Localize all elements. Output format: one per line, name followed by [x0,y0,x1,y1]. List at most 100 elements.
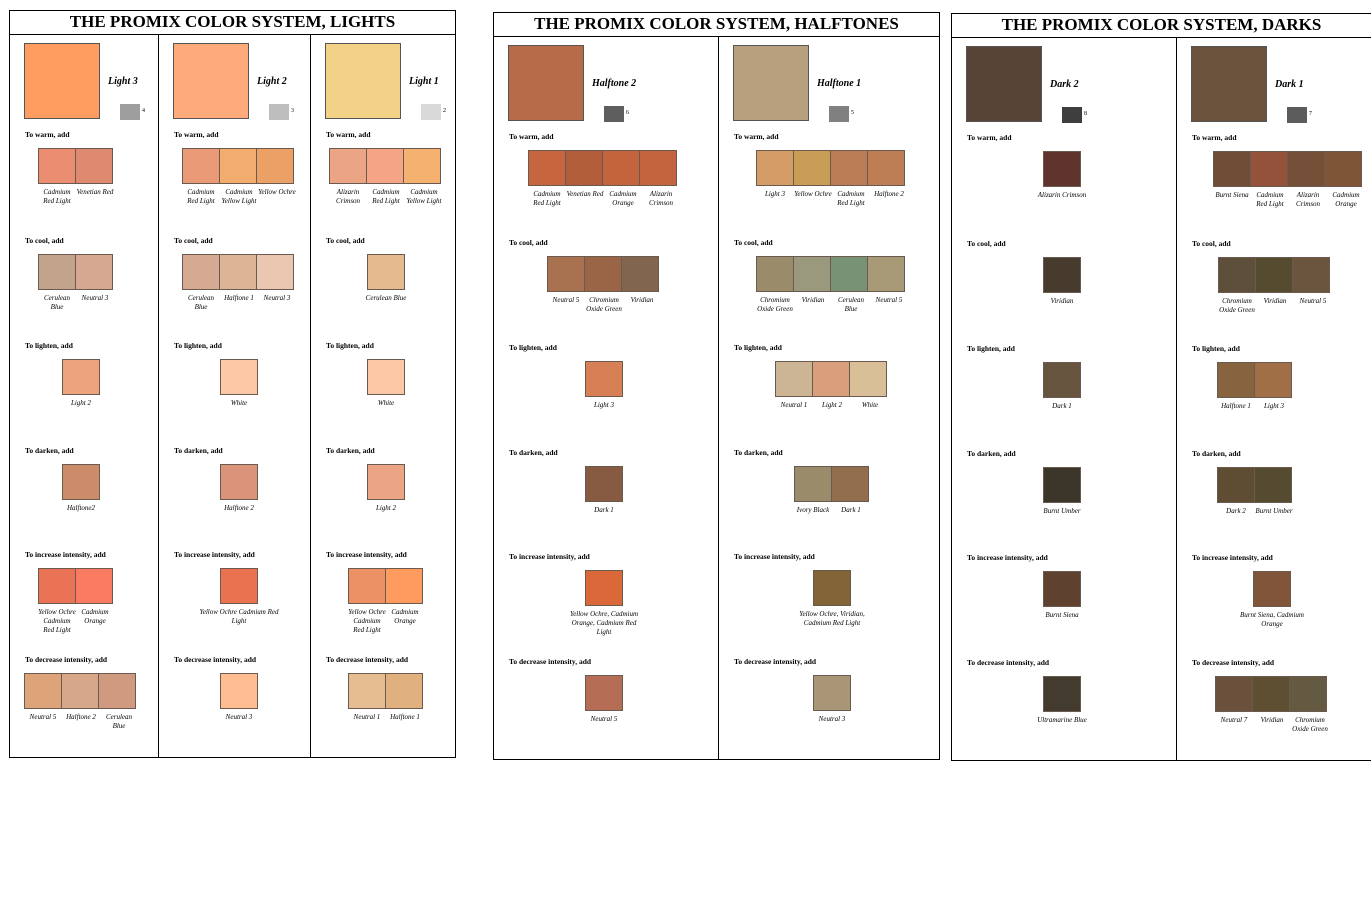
value-swatch [120,104,140,120]
color-chip [386,673,423,709]
caption-row: Halftone 1 Light 3 [1217,402,1293,411]
value-number: 7 [1309,111,1312,117]
section-label: To decrease intensity, add [326,655,409,664]
color-chip [1217,362,1255,398]
swatch-row [585,361,623,397]
color-chip [585,256,622,292]
value-number: 2 [443,108,446,114]
color-chip [257,148,294,184]
chip-caption: Halftone 2 [224,504,254,512]
swatch-row [528,150,677,186]
color-chip [182,148,220,184]
base-swatch [1191,46,1267,122]
chip-caption: Dark 2 [1226,507,1246,515]
chip-caption: Neutral 5 [29,713,57,721]
chip-caption: Neutral 3 [81,294,109,302]
chip-caption: Cadmium Red Light [837,190,865,207]
swatch-row [367,359,405,395]
chip-caption: Viridian [1260,716,1284,724]
base-color-name: Halftone 1 [817,78,862,89]
section-label: To increase intensity, add [967,553,1048,562]
swatch-row [813,570,851,606]
color-column: Light 2 3 To warm, add Cadmium Red Light Cad… [158,34,311,757]
color-chip [1255,362,1292,398]
section-label: To darken, add [734,448,783,457]
chip-caption: Burnt Siena [1045,611,1079,619]
caption-row: Dark 2 Burnt Umber [1217,507,1293,516]
base-swatch [508,45,584,121]
section-label: To warm, add [1192,133,1237,142]
caption-row: Neutral 1 Light 2 White [775,401,889,410]
swatch-row [367,254,405,290]
chip-caption: Cadmium Yellow Light [221,188,257,205]
swatch-row [547,256,659,292]
caption-row: Alizarin Crimson Cadmium Red Light Cadmium… [329,188,443,206]
swatch-row [367,464,405,500]
color-chip [603,150,640,186]
halftones-panel: THE PROMIX COLOR SYSTEM, HALFTONES Halft… [493,12,940,760]
caption-row: Cerulean Blue Halftone 1 Neutral 3 [182,294,296,312]
color-chip [1043,151,1081,187]
swatch-row [1043,257,1081,293]
caption-row: Yellow Ochre Cadmium Red Light Cadmium Or… [348,608,424,635]
chip-caption: Cadmium Red Light [533,190,561,207]
color-chip [348,568,386,604]
section-label: To warm, add [967,133,1012,142]
chip-caption: Alizarin Crimson [1295,191,1321,208]
swatch-row [329,148,441,184]
color-chip [182,254,220,290]
chip-caption: Burnt Siena, Cadmium Orange [1240,611,1304,628]
swatch-row [585,570,623,606]
color-chip [220,568,258,604]
swatch-row [756,150,905,186]
swatch-row [794,466,869,502]
swatch-row [220,568,258,604]
swatch-row [756,256,905,292]
chip-caption: Venetian Red [566,190,604,198]
color-chip [76,148,113,184]
value-swatch [1062,107,1082,123]
swatch-row [348,673,423,709]
swatch-row [348,568,423,604]
section-label: To increase intensity, add [326,550,407,559]
section-label: To cool, add [734,238,773,247]
chip-caption: Neutral 3 [225,713,253,721]
chip-caption: Cerulean Blue [365,294,407,302]
color-chip [1215,676,1253,712]
chip-caption: Neutral 5 [1299,297,1327,305]
panel-title: THE PROMIX COLOR SYSTEM, DARKS [952,14,1371,38]
color-chip [76,568,113,604]
swatch-row [1043,362,1081,398]
base-color-name: Light 2 [257,76,287,87]
chip-caption: Chromium Oxide Green [1219,297,1255,314]
chip-caption: Cerulean Blue [187,294,215,311]
chip-caption: Neutral 7 [1220,716,1248,724]
color-column: Dark 2 8 To warm, add Alizarin Crimson To co… [952,37,1176,760]
section-label: To decrease intensity, add [174,655,257,664]
caption-row: Neutral 1 Halftone 1 [348,713,424,722]
section-label: To darken, add [967,449,1016,458]
chip-caption: Cadmium Yellow Light [406,188,442,205]
chip-caption: Alizarin Crimson [335,188,361,205]
color-chip [585,675,623,711]
swatch-row [1217,362,1292,398]
color-column: Halftone 2 6 To warm, add Cadmium Red Light… [494,36,718,759]
chip-caption: Chromium Oxide Green [586,296,622,313]
section-label: To darken, add [25,446,74,455]
chip-caption: Dark 1 [841,506,861,514]
swatch-row [1043,571,1081,607]
swatch-row [813,675,851,711]
base-color-name: Dark 1 [1275,79,1304,90]
section-label: To increase intensity, add [734,552,815,561]
section-label: To cool, add [326,236,365,245]
section-label: To lighten, add [174,341,222,350]
color-chip [1288,151,1325,187]
value-number: 5 [851,110,854,116]
swatch-row [1043,151,1081,187]
chip-caption: Yellow Ochre Cadmium Red Light [38,608,76,634]
color-chip [386,568,423,604]
color-chip [62,673,99,709]
swatch-row [182,254,294,290]
color-chip [794,150,831,186]
section-label: To decrease intensity, add [734,657,817,666]
